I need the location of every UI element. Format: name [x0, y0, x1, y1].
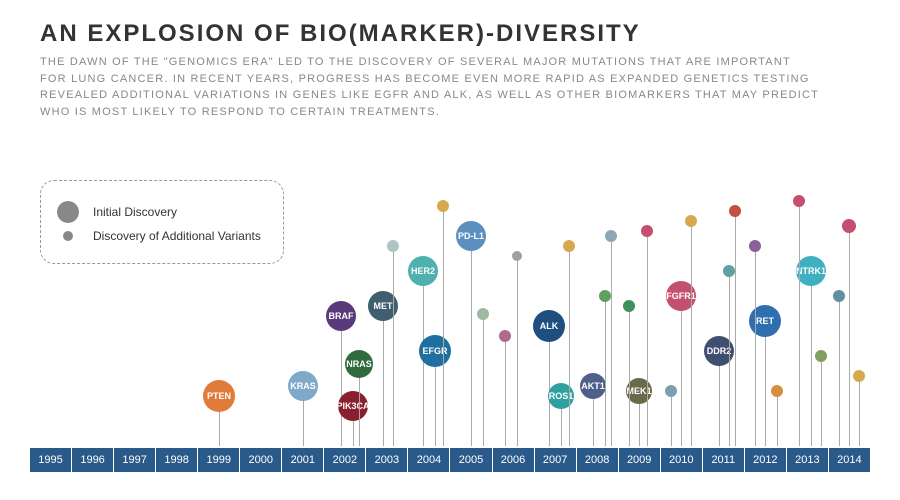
- discovery-node: NTRK1: [796, 256, 826, 286]
- stem: [811, 271, 812, 446]
- stem: [341, 316, 342, 446]
- variant-node: [623, 300, 635, 312]
- stem: [471, 236, 472, 446]
- discovery-node: EFGR: [419, 335, 451, 367]
- variant-node: [833, 290, 845, 302]
- stem: [671, 391, 672, 446]
- stem: [735, 211, 736, 446]
- year-cell: 2010: [661, 448, 703, 472]
- year-cell: 2007: [535, 448, 577, 472]
- stem: [383, 306, 384, 446]
- stem: [605, 296, 606, 446]
- year-cell: 2013: [787, 448, 829, 472]
- stem: [549, 326, 550, 446]
- variant-node: [563, 240, 575, 252]
- page-subtitle: THE DAWN OF THE "GENOMICS ERA" LED TO TH…: [40, 54, 820, 120]
- variant-node: [793, 195, 805, 207]
- discovery-node: BRAF: [326, 301, 356, 331]
- discovery-node: HER2: [408, 256, 438, 286]
- stem: [859, 376, 860, 446]
- year-cell: 2003: [366, 448, 408, 472]
- year-cell: 2012: [745, 448, 787, 472]
- plot-area: PTENKRASBRAFPIK3CANRASMETHER2EFGRPD-L1AL…: [30, 150, 870, 446]
- variant-node: [723, 265, 735, 277]
- year-cell: 2014: [829, 448, 870, 472]
- stem: [839, 296, 840, 446]
- variant-node: [605, 230, 617, 242]
- variant-node: [512, 251, 522, 261]
- stem: [799, 201, 800, 446]
- year-cell: 1997: [114, 448, 156, 472]
- stem: [629, 306, 630, 446]
- page-title: AN EXPLOSION OF BIO(MARKER)-DIVERSITY: [40, 20, 860, 48]
- stem: [443, 206, 444, 446]
- stem: [505, 336, 506, 446]
- year-axis: 1995199619971998199920002001200220032004…: [30, 448, 870, 472]
- year-cell: 2005: [450, 448, 492, 472]
- variant-node: [437, 200, 449, 212]
- discovery-node: RET: [749, 305, 781, 337]
- variant-node: [387, 240, 399, 252]
- discovery-node: ROS1: [548, 383, 574, 409]
- variant-node: [729, 205, 741, 217]
- stem: [517, 256, 518, 446]
- discovery-node: PTEN: [203, 380, 235, 412]
- year-cell: 1999: [198, 448, 240, 472]
- year-cell: 2006: [493, 448, 535, 472]
- discovery-node: KRAS: [288, 371, 318, 401]
- header: AN EXPLOSION OF BIO(MARKER)-DIVERSITY TH…: [0, 0, 900, 120]
- stem: [681, 296, 682, 446]
- variant-node: [477, 308, 489, 320]
- stem: [777, 391, 778, 446]
- year-cell: 2001: [282, 448, 324, 472]
- discovery-node: NRAS: [345, 350, 373, 378]
- variant-node: [665, 385, 677, 397]
- year-cell: 2000: [240, 448, 282, 472]
- discovery-node: PIK3CA: [338, 391, 368, 421]
- discovery-node: ALK: [533, 310, 565, 342]
- variant-node: [853, 370, 865, 382]
- variant-node: [685, 215, 697, 227]
- year-cell: 2009: [619, 448, 661, 472]
- variant-node: [771, 385, 783, 397]
- year-cell: 1998: [156, 448, 198, 472]
- variant-node: [499, 330, 511, 342]
- stem: [691, 221, 692, 446]
- discovery-node: AKT1: [580, 373, 606, 399]
- year-cell: 1996: [72, 448, 114, 472]
- stem: [569, 246, 570, 446]
- stem: [755, 246, 756, 446]
- stem: [765, 321, 766, 446]
- variant-node: [842, 219, 856, 233]
- year-cell: 2008: [577, 448, 619, 472]
- variant-node: [641, 225, 653, 237]
- stem: [849, 226, 850, 446]
- stem: [483, 314, 484, 446]
- year-cell: 2011: [703, 448, 745, 472]
- variant-node: [599, 290, 611, 302]
- year-cell: 2004: [408, 448, 450, 472]
- variant-node: [749, 240, 761, 252]
- stem: [611, 236, 612, 446]
- year-cell: 1995: [30, 448, 72, 472]
- year-cell: 2002: [324, 448, 366, 472]
- discovery-node: PD-L1: [456, 221, 486, 251]
- variant-node: [815, 350, 827, 362]
- stem: [647, 231, 648, 446]
- stem: [729, 271, 730, 446]
- stem: [821, 356, 822, 446]
- stem: [393, 246, 394, 446]
- timeline-chart: PTENKRASBRAFPIK3CANRASMETHER2EFGRPD-L1AL…: [30, 150, 870, 472]
